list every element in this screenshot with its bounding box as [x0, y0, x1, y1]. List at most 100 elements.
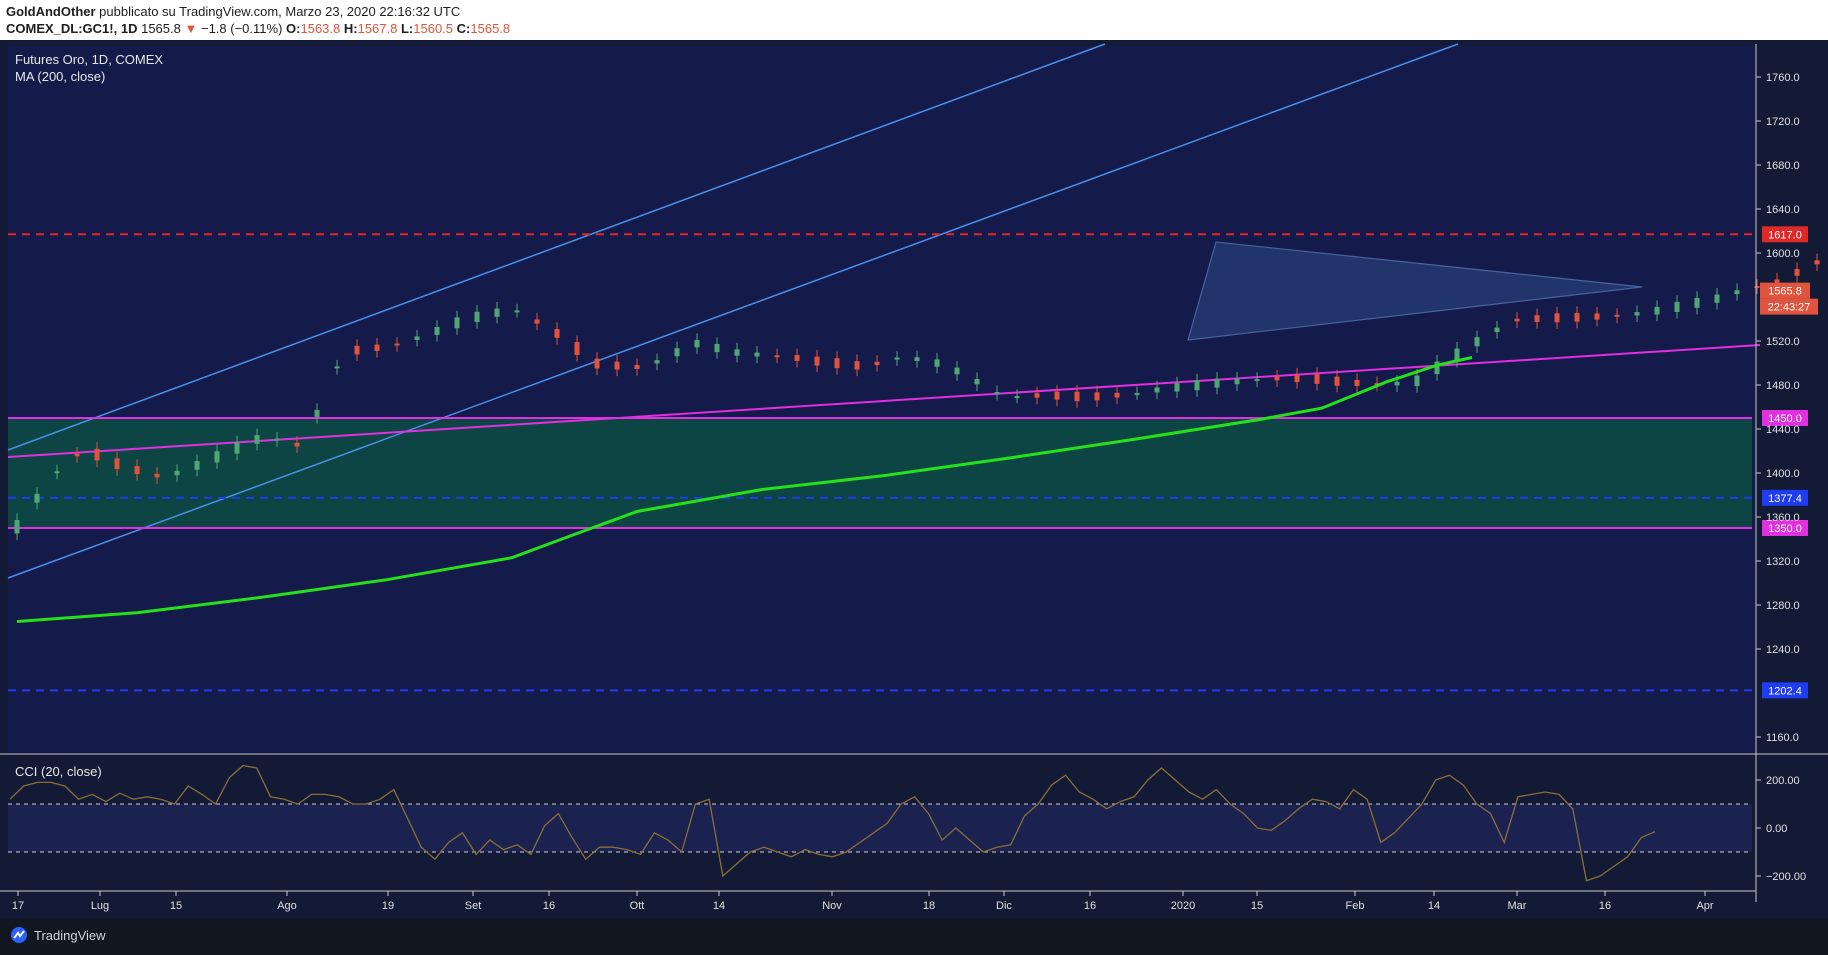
candle-body	[1674, 301, 1680, 313]
candle-body	[1754, 286, 1760, 289]
last-price: 1565.8	[141, 21, 181, 36]
cci-tick-label: 200.00	[1766, 775, 1800, 787]
x-tick-label: 14	[713, 900, 725, 912]
candle-body	[1614, 314, 1620, 317]
candle-body	[534, 319, 540, 324]
y-tick-label: 1680.0	[1766, 160, 1800, 172]
candle-body	[1534, 315, 1540, 322]
ohlc-line: COMEX_DL:GC1!, 1D 1565.8 ▼ −1.8 (−0.11%)…	[6, 21, 511, 36]
level-label-box	[1762, 489, 1808, 506]
x-tick-label: Nov	[822, 900, 842, 912]
candle-body	[754, 352, 760, 357]
candle-body	[634, 365, 640, 369]
candle-body	[234, 442, 240, 454]
publish-line: GoldAndOther pubblicato su TradingView.c…	[6, 4, 460, 19]
candle-body	[1054, 391, 1060, 400]
candle-body	[1354, 379, 1360, 386]
candle-body	[554, 329, 560, 338]
candle-body	[1214, 378, 1220, 388]
x-tick-label: Feb	[1346, 900, 1365, 912]
footer	[0, 918, 1828, 955]
candle-body	[1774, 279, 1780, 284]
low-value: 1560.5	[413, 21, 454, 36]
y-tick-label: 1240.0	[1766, 644, 1800, 656]
candle-body	[1574, 312, 1580, 322]
x-tick-label: Mar	[1508, 900, 1527, 912]
x-tick-label: 15	[1251, 900, 1263, 912]
candle-body	[1734, 290, 1740, 295]
y-tick-label: 1720.0	[1766, 116, 1800, 128]
price-chart[interactable]: 1617.0 1450.0 1377.4 1350.0 1202.4 200.00 0.0…	[0, 0, 1828, 918]
y-tick-label: 1360.0	[1766, 512, 1800, 524]
candle-body	[1134, 393, 1140, 396]
x-tick-label: 16	[1084, 900, 1096, 912]
candle-body	[334, 366, 340, 369]
x-tick-label: 19	[382, 900, 394, 912]
channel-lower-line	[7, 43, 1459, 579]
level-label-box	[1762, 520, 1808, 536]
candle-body	[1394, 381, 1400, 386]
candle-body	[574, 342, 580, 355]
x-tick-label: Ago	[277, 900, 297, 912]
x-tick-label: Dic	[996, 900, 1012, 912]
y-tick-label: 1480.0	[1766, 380, 1800, 392]
candle-body	[1234, 378, 1240, 385]
chart-title: Futures Oro, 1D, COMEX	[15, 52, 163, 67]
candle-body	[134, 466, 140, 475]
candle-body	[1474, 337, 1480, 347]
candle-body	[694, 339, 700, 348]
candle-body	[594, 358, 600, 369]
level-label: 1350.0	[1768, 523, 1802, 535]
tradingview-logo[interactable]: TradingView	[10, 926, 106, 944]
candle-body	[454, 317, 460, 329]
x-tick-label: Lug	[91, 900, 109, 912]
candle-body	[1334, 376, 1340, 386]
candle-body	[474, 311, 480, 323]
x-tick-label: 15	[170, 900, 182, 912]
candle-body	[94, 448, 100, 461]
candle-body	[1794, 269, 1800, 276]
candle-body	[1194, 380, 1200, 391]
candle-body	[1434, 361, 1440, 375]
candle-body	[174, 470, 180, 476]
candle-body	[354, 345, 360, 355]
candle-body	[1174, 383, 1180, 392]
candle-body	[1494, 327, 1500, 333]
candle-body	[994, 392, 1000, 395]
candle-body	[814, 356, 820, 366]
candle-body	[894, 357, 900, 360]
level-label: 1377.4	[1768, 493, 1802, 505]
last-price-box	[1760, 282, 1810, 299]
header-bar: GoldAndOther pubblicato su TradingView.c…	[0, 0, 1828, 40]
channel-upper-line	[7, 43, 1106, 451]
candle-body	[74, 453, 80, 457]
y-tick-label: 1760.0	[1766, 72, 1800, 84]
candle-body	[674, 348, 680, 357]
high-value: 1567.8	[357, 21, 398, 36]
candle-body	[14, 520, 20, 534]
candle-body	[854, 361, 860, 370]
candle-body	[1114, 392, 1120, 398]
candle-body	[114, 458, 120, 470]
candle-body	[254, 435, 260, 444]
candle-body	[394, 343, 400, 346]
candle-body	[1514, 318, 1520, 322]
candle-body	[1634, 312, 1640, 316]
support-zone	[8, 418, 1752, 528]
candle-body	[934, 359, 940, 367]
candle-body	[1714, 294, 1720, 303]
last-price-label: 1565.8	[1768, 286, 1802, 298]
candle-body	[194, 461, 200, 470]
candle-body	[1594, 313, 1600, 320]
candle-body	[1694, 297, 1700, 308]
cci-tick-label: 0.00	[1766, 823, 1787, 835]
candle-body	[914, 357, 920, 362]
trend-support-line	[7, 344, 1761, 458]
level-label-box	[1762, 682, 1808, 699]
cci-tick-label: −200.00	[1766, 871, 1806, 883]
y-tick-label: 1600.0	[1766, 248, 1800, 260]
candle-body	[274, 438, 280, 441]
candle-body	[214, 451, 220, 463]
x-tick-label: Set	[465, 900, 482, 912]
candle-body	[1254, 379, 1260, 382]
